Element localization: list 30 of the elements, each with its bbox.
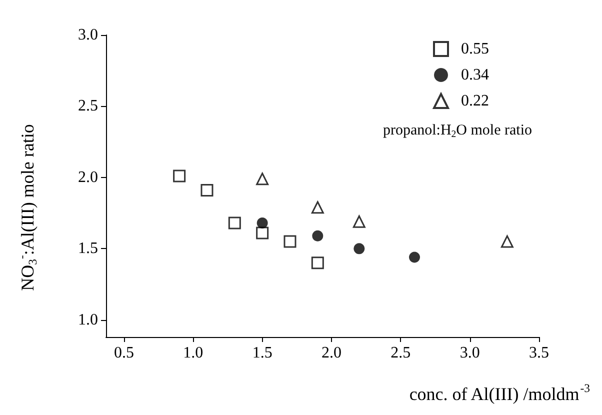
y-tick-label: 1.0 [78,311,98,328]
point [200,184,214,197]
point [284,235,296,248]
x-tick-label: 2.5 [390,344,411,362]
point [173,170,186,182]
point [311,256,324,270]
legend-label: 0.55 [461,40,489,58]
point [354,243,365,254]
x-tick-label: 0.5 [114,344,134,362]
point [311,201,324,214]
point [228,216,241,230]
x-tick-label: 1.0 [183,344,204,362]
y-tick-label: 2.0 [78,168,98,186]
legend-label: 0.22 [461,92,489,110]
point [256,226,269,240]
x-tick-label: 2.0 [321,344,342,362]
x-tick-label: 3.5 [529,344,549,362]
legend-label: 0.34 [461,66,489,84]
point [312,230,324,242]
point [256,172,269,186]
x-tick-label: 1.5 [252,344,272,362]
point [256,218,268,229]
y-axis-title: NO3-:Al(III) mole ratio [16,124,40,291]
y-tick-label: 1.5 [78,240,98,258]
point [409,252,420,263]
y-tick-label: 2.5 [78,98,98,115]
point [352,215,366,228]
x-tick-label: 3.0 [460,344,480,362]
y-tick-label: 3.0 [78,26,98,44]
point [500,235,514,248]
